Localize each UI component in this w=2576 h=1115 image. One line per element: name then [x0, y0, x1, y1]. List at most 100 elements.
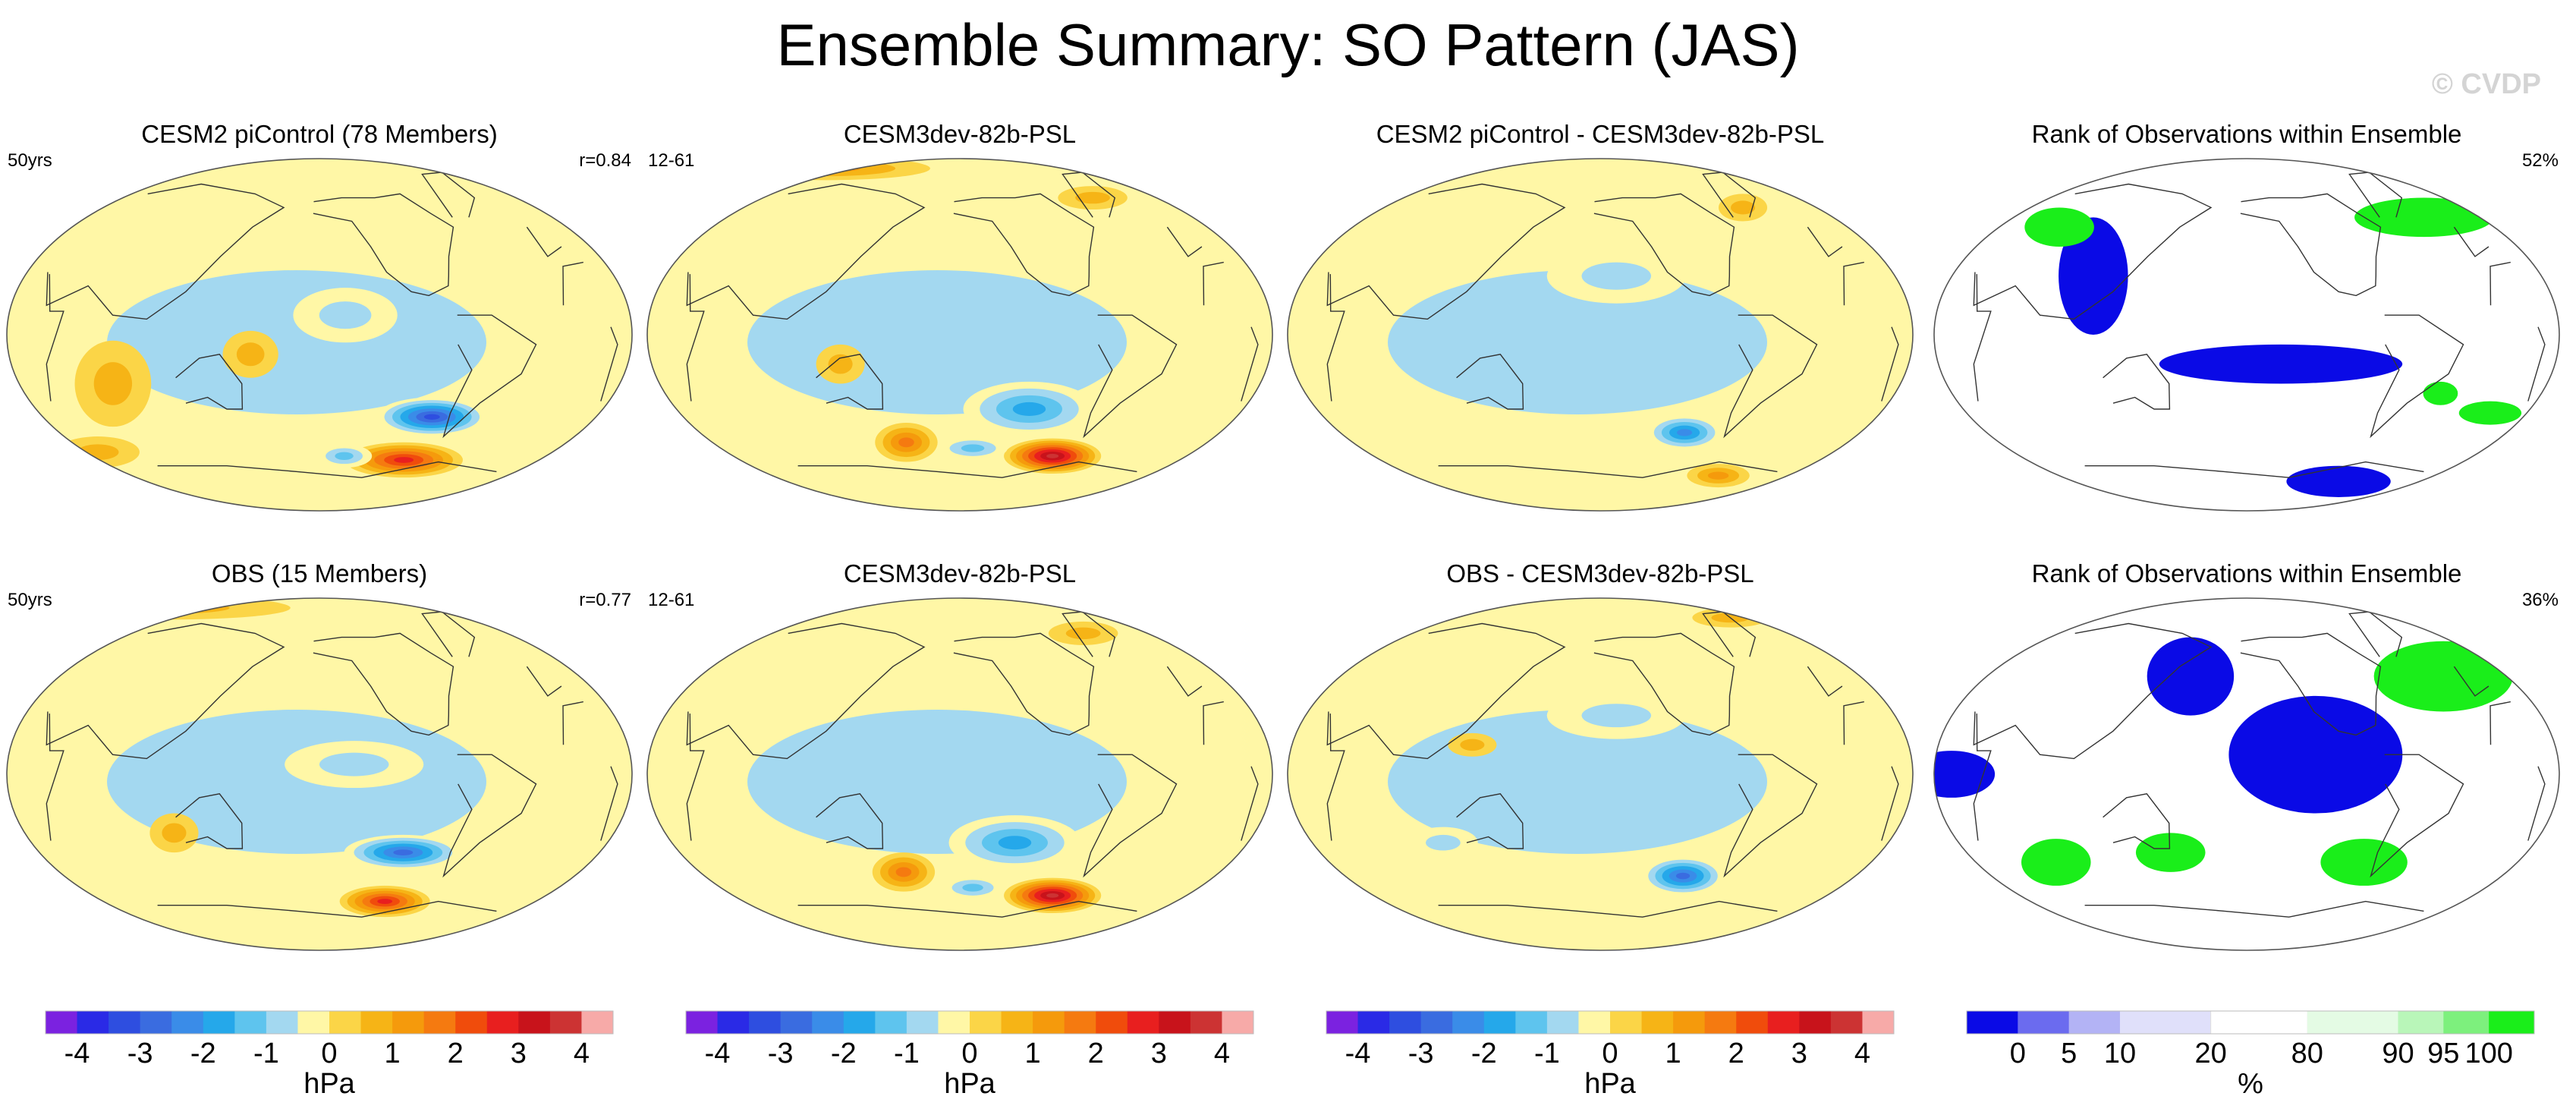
colorbar-swatch: [780, 1011, 813, 1034]
colorbar-swatch: [970, 1011, 1002, 1034]
colorbar-tick-label: -3: [127, 1038, 153, 1069]
panel-right-label: 36%: [2521, 590, 2559, 610]
colorbar-swatch: [2443, 1011, 2490, 1034]
colorbar-swatch: [518, 1011, 551, 1034]
colorbar-swatch: [2398, 1011, 2444, 1034]
colorbar-swatch: [266, 1011, 298, 1034]
colorbar-swatch: [906, 1011, 939, 1034]
anomaly-center: [56, 436, 140, 468]
colorbar-swatch: [1452, 1011, 1485, 1034]
rank-region: [2458, 401, 2522, 425]
rank-region: [2423, 381, 2458, 405]
colorbar-swatch: [2489, 1011, 2535, 1034]
colorbar-tick-label: -2: [1471, 1038, 1497, 1069]
map-plot: [646, 597, 1273, 951]
colorbar-tick-label: 1: [1665, 1038, 1681, 1069]
colorbar-swatch: [1064, 1011, 1096, 1034]
colorbar-swatch: [1736, 1011, 1769, 1034]
colorbar-swatch: [2068, 1011, 2121, 1034]
colorbar-swatch: [812, 1011, 845, 1034]
colorbar-unit: hPa: [304, 1068, 355, 1100]
colorbar: -4 -3 -2 -1 0 1 2 3 4 hPa: [45, 1010, 614, 1100]
anomaly-center: [1687, 464, 1750, 488]
rank-region: [2059, 217, 2128, 335]
colorbar-unit: hPa: [1584, 1068, 1636, 1100]
colorbar: -4 -3 -2 -1 0 1 2 3 4 hPa: [685, 1010, 1254, 1100]
colorbar-tick-label: 4: [574, 1038, 590, 1069]
colorbar-tick-label: 0: [321, 1038, 337, 1069]
anomaly-center: [875, 423, 938, 462]
colorbar-swatch: [234, 1011, 267, 1034]
anomaly-center: [963, 381, 1096, 437]
colorbar-swatch: [875, 1011, 907, 1034]
anomaly-center: [941, 876, 1005, 899]
colorbar-swatch: [1483, 1011, 1516, 1034]
map-panel: Rank of Observations within Ensemble 52%: [1932, 120, 2562, 560]
anomaly-center: [1048, 621, 1118, 645]
colorbar-tick-label: 4: [1214, 1038, 1230, 1069]
colorbar-swatch: [1673, 1011, 1706, 1034]
colorbar-swatch: [1033, 1011, 1065, 1034]
colorbar-swatch: [1862, 1011, 1895, 1034]
colorbar-tick-label: -4: [1345, 1038, 1371, 1069]
colorbar-tick-label: -2: [831, 1038, 857, 1069]
anomaly-center: [1004, 438, 1102, 474]
rank-region: [2021, 839, 2091, 886]
colorbar-swatch: [717, 1011, 750, 1034]
colorbar-tick-label: 3: [511, 1038, 527, 1069]
colorbar-unit: %: [2238, 1068, 2263, 1100]
panel-left-label: 50yrs: [8, 590, 52, 610]
anomaly-center: [47, 598, 291, 620]
map-plot: [1933, 158, 2560, 512]
anomaly-center: [344, 442, 463, 478]
map-panel: OBS (15 Members) 50yrs r=0.77: [5, 559, 634, 1000]
map-border: [646, 158, 1273, 512]
panel-title: Rank of Observations within Ensemble: [2031, 120, 2462, 148]
map-panel: CESM3dev-82b-PSL 12-61: [645, 120, 1275, 560]
rank-region: [2159, 344, 2403, 384]
anomaly-center: [339, 885, 430, 918]
anomaly-band: [1388, 270, 1767, 414]
colorbar-swatch: [1389, 1011, 1422, 1034]
panel-right-label: r=0.84: [579, 150, 631, 171]
colorbar-swatch: [1641, 1011, 1674, 1034]
colorbar-tick-label: -1: [253, 1038, 279, 1069]
colorbar-tick-label: 10: [2104, 1038, 2136, 1069]
colorbar-swatch: [843, 1011, 876, 1034]
panel-title: CESM3dev-82b-PSL: [843, 120, 1077, 148]
coastlines: [46, 172, 618, 478]
map-panel: OBS - CESM3dev-82b-PSL: [1285, 559, 1915, 1000]
anomaly-center: [938, 436, 1008, 460]
colorbar-swatch: [1578, 1011, 1611, 1034]
colorbar: 0 5 10 20 80 90 95 100%: [1966, 1010, 2535, 1100]
colorbar: -4 -3 -2 -1 0 1 2 3 4 hPa: [1326, 1010, 1895, 1100]
anomaly-center: [1641, 856, 1725, 896]
anomaly-center: [1058, 186, 1128, 210]
colorbar-swatch: [329, 1011, 362, 1034]
panel-title: CESM2 piControl (78 Members): [141, 120, 498, 148]
colorbar-swatch: [2119, 1011, 2212, 1034]
map-panel: CESM2 piControl (78 Members) 50yrs r=0.84: [5, 120, 634, 560]
map-border: [6, 158, 633, 512]
colorbar-tick-label: 2: [1088, 1038, 1104, 1069]
colorbar-tick-label: -4: [64, 1038, 90, 1069]
colorbar-swatch: [1096, 1011, 1128, 1034]
colorbar-swatch: [686, 1011, 719, 1034]
colorbar-tick-label: 80: [2291, 1038, 2323, 1069]
colorbar-swatch: [1190, 1011, 1222, 1034]
figure-title: Ensemble Summary: SO Pattern (JAS): [776, 11, 1800, 78]
colorbar-swatch: [360, 1011, 393, 1034]
anomaly-center: [1004, 877, 1102, 914]
colorbar-swatch: [1767, 1011, 1800, 1034]
map-plot: [6, 158, 633, 512]
colorbar-swatch: [140, 1011, 172, 1034]
colorbar-swatch: [1610, 1011, 1643, 1034]
anomaly-center: [722, 159, 930, 181]
colorbar-swatch: [1001, 1011, 1033, 1034]
panel-title: OBS - CESM3dev-82b-PSL: [1446, 559, 1754, 587]
colorbar-tick-label: -4: [705, 1038, 731, 1069]
colorbar-tick-label: -2: [190, 1038, 216, 1069]
map-border: [6, 597, 633, 951]
colorbar-tick-label: 0: [2010, 1038, 2026, 1069]
colorbar-swatch: [2018, 1011, 2070, 1034]
